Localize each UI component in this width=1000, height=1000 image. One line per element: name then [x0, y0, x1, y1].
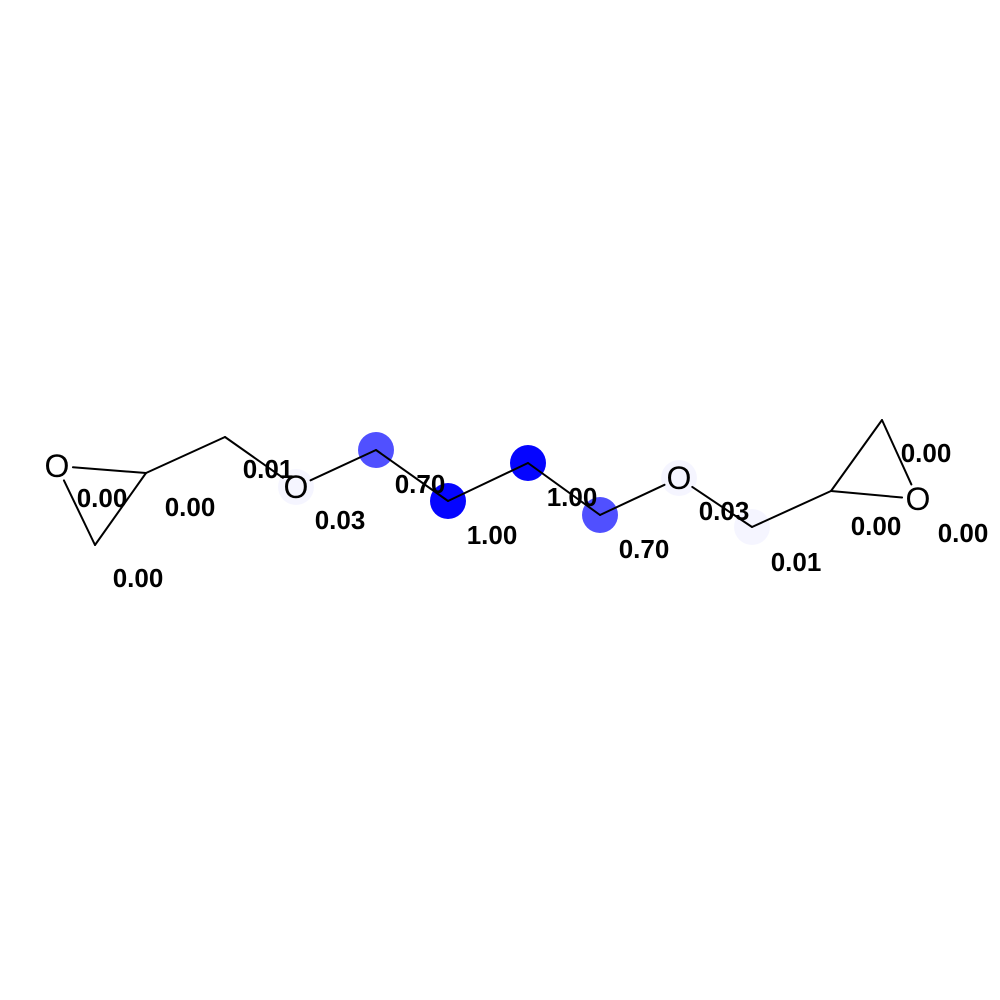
bond-a5-a6: [309, 449, 377, 482]
score-labels: 0.00 0.00 0.00 0.01 0.03 0.70 1.00 1.00 0.70 0.03…: [77, 438, 989, 593]
bond-a11-a12: [751, 490, 832, 528]
bond-a12-a13: [830, 419, 883, 492]
atom-labels: OO OO: [45, 448, 931, 517]
bond-a3-a5: [224, 436, 284, 479]
bond-a8-a9: [527, 462, 601, 516]
score-label-a4: 0.01: [243, 454, 294, 484]
bond-a13-a14: [881, 419, 913, 486]
score-label-a8: 1.00: [547, 482, 598, 512]
score-label-a14: 0.00: [938, 518, 989, 548]
atom-symbol-a10: O: [667, 460, 692, 496]
score-label-a10: 0.03: [699, 496, 750, 526]
bond-a0-a1: [71, 466, 147, 474]
bond-a0-a2: [62, 479, 96, 546]
bond-a10-a11: [691, 485, 753, 528]
bond-a1-a2: [94, 472, 147, 546]
score-label-a6: 0.70: [395, 469, 446, 499]
bonds: [62, 419, 913, 546]
score-label-a1: 0.00: [165, 492, 216, 522]
bond-a6-a7: [375, 449, 449, 502]
score-label-a11: 0.01: [771, 547, 822, 577]
score-label-a0: 0.00: [77, 483, 128, 513]
atom-symbol-a5: O: [284, 469, 309, 505]
score-label-a13: 0.00: [901, 438, 952, 468]
bond-a1-a3: [145, 436, 226, 474]
bond-a12-a14: [830, 490, 904, 499]
bond-a9-a10: [599, 483, 666, 516]
score-label-a2: 0.00: [113, 563, 164, 593]
atom-highlight-a5: [278, 469, 314, 505]
atom-symbol-a0: O: [45, 448, 70, 484]
score-label-a12: 0.00: [851, 511, 902, 541]
score-label-a5: 0.03: [315, 505, 366, 535]
score-label-a3: 0.00: [165, 492, 216, 522]
score-label-a9: 0.70: [619, 534, 670, 564]
score-label-a7: 1.00: [467, 520, 518, 550]
atom-symbol-a14: O: [906, 481, 931, 517]
atom-highlight-a10: [661, 460, 697, 496]
bond-a7-a8: [447, 462, 529, 502]
